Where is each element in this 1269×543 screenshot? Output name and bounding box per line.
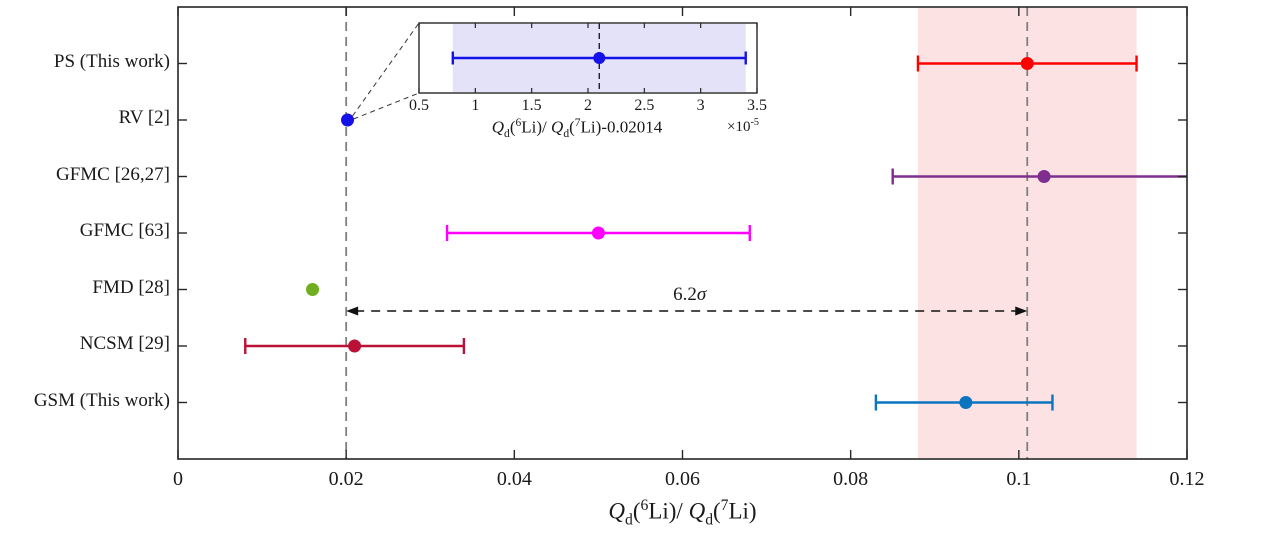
x-tick-label-6: 0.12 <box>1169 468 1205 490</box>
y-axis-label-5: NCSM [29] <box>79 333 170 354</box>
data-point-ps-this-work- <box>1020 57 1034 70</box>
sigma-arrow-head-right <box>1015 306 1028 316</box>
data-point-ncsm-29- <box>348 339 362 353</box>
x-axis-label: Qd(6Li)/ Qd(7Li) <box>608 497 757 529</box>
data-point-fmd-28- <box>306 283 320 296</box>
data-point-gfmc-26-27- <box>1037 170 1051 183</box>
x-tick-label-3: 0.06 <box>665 468 700 490</box>
inset-x-tick-label-1: 1 <box>471 97 480 114</box>
sigma-annotation-label: 6.2σ <box>673 284 707 305</box>
y-axis-label-4: FMD [28] <box>92 276 170 298</box>
inset-x-tick-label-5: 3 <box>696 97 705 114</box>
inset-x-tick-label-3: 2 <box>584 97 592 114</box>
data-point-gsm-this-work- <box>959 396 973 409</box>
inset-x-tick-label-2: 1.5 <box>521 97 542 114</box>
x-tick-label-0: 0 <box>173 468 183 490</box>
y-axis-label-3: GFMC [63] <box>79 220 170 241</box>
x-tick-label-5: 0.1 <box>1006 468 1032 490</box>
x-tick-label-1: 0.02 <box>328 468 364 490</box>
inset-x-tick-label-6: 3.5 <box>747 97 767 114</box>
y-axis-label-1: RV [2] <box>118 107 170 128</box>
data-point-rv-2- <box>341 113 355 127</box>
sigma-arrow-head-left <box>346 306 359 316</box>
inset-data-point <box>593 52 606 64</box>
y-axis-label-6: GSM (This work) <box>33 389 170 411</box>
y-axis-label-2: GFMC [26,27] <box>55 163 170 185</box>
y-axis-label-0: PS (This work) <box>53 50 170 72</box>
inset-scale-label: ×10-5 <box>727 117 759 135</box>
zoom-connector-top <box>352 22 420 117</box>
zoom-connector-bottom <box>353 92 420 120</box>
inset-x-tick-label-4: 2.5 <box>634 97 655 114</box>
inset-x-tick-label-0: 0.5 <box>409 97 429 114</box>
data-point-gfmc-63- <box>591 226 605 240</box>
x-tick-label-2: 0.04 <box>496 468 532 490</box>
inset-x-axis-label: Qd(6Li)/ Qd(7Li)-0.02014 <box>491 116 663 141</box>
x-tick-label-4: 0.08 <box>833 468 869 490</box>
